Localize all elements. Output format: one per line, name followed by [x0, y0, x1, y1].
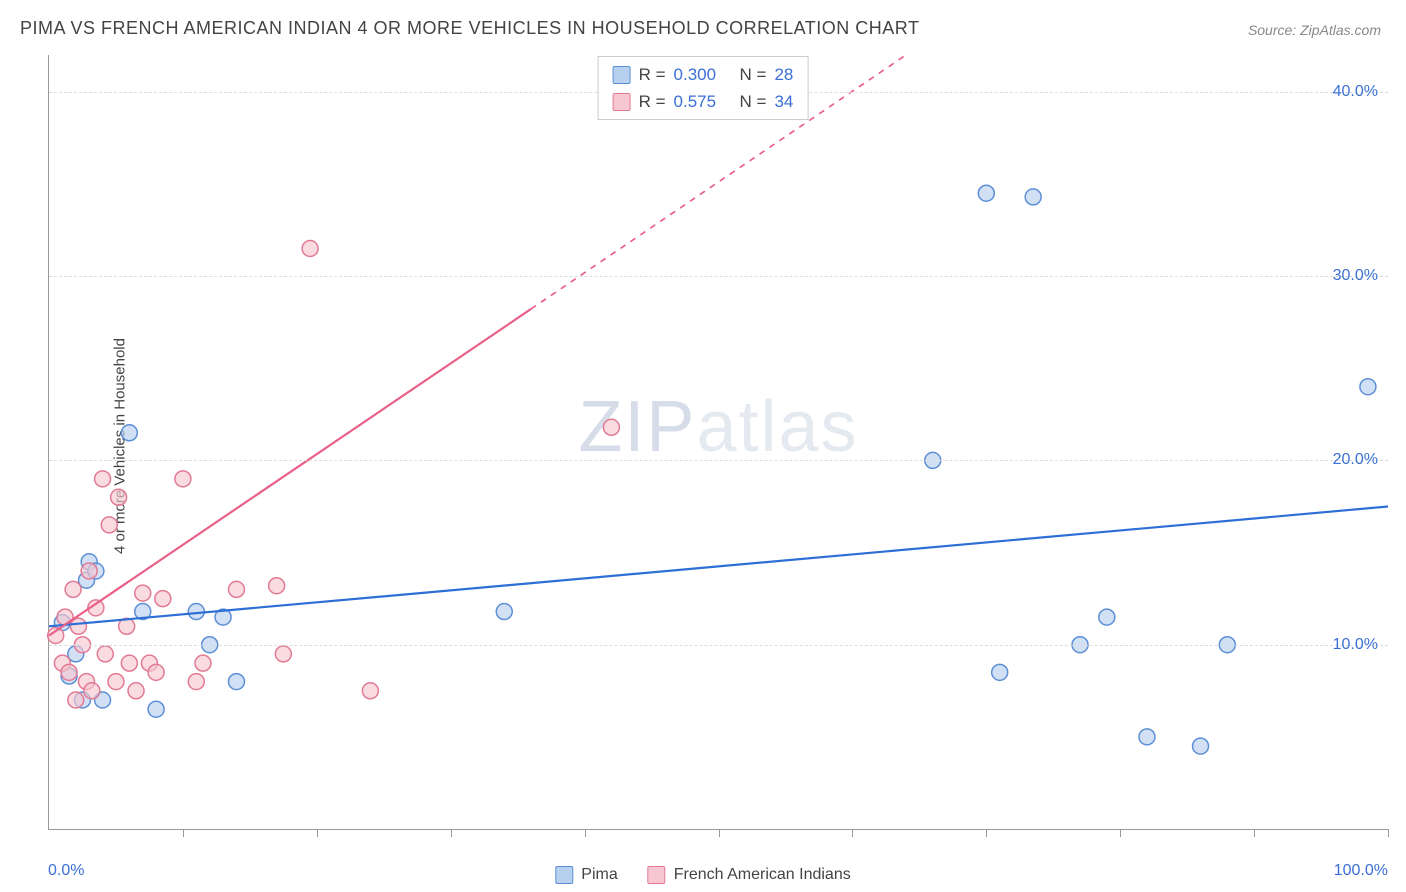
y-tick-label: 30.0%: [1333, 267, 1378, 285]
data-point: [65, 581, 81, 597]
data-point: [97, 646, 113, 662]
x-tick: [1254, 829, 1255, 837]
data-point: [95, 471, 111, 487]
data-point: [978, 185, 994, 201]
stats-n-value: 28: [774, 61, 793, 88]
data-point: [81, 563, 97, 579]
data-point: [84, 683, 100, 699]
stats-r-value: 0.300: [674, 61, 732, 88]
chart-title: PIMA VS FRENCH AMERICAN INDIAN 4 OR MORE…: [20, 18, 919, 39]
data-point: [1025, 189, 1041, 205]
stats-row: R = 0.300 N = 28: [613, 61, 794, 88]
stats-n-value: 34: [774, 88, 793, 115]
data-point: [1360, 379, 1376, 395]
legend-swatch: [648, 866, 666, 884]
stats-n-label: N =: [740, 61, 767, 88]
source-credit: Source: ZipAtlas.com: [1248, 22, 1381, 38]
data-point: [228, 581, 244, 597]
data-point: [68, 692, 84, 708]
gridline: [49, 460, 1388, 461]
data-point: [1193, 738, 1209, 754]
x-tick: [1388, 829, 1389, 837]
data-point: [1139, 729, 1155, 745]
data-point: [121, 425, 137, 441]
stats-r-label: R =: [639, 61, 666, 88]
y-tick-label: 20.0%: [1333, 451, 1378, 469]
data-point: [992, 664, 1008, 680]
data-point: [148, 701, 164, 717]
x-axis-max-label: 100.0%: [1334, 862, 1388, 880]
legend-swatch: [613, 66, 631, 84]
data-point: [108, 674, 124, 690]
legend-label: Pima: [581, 866, 617, 884]
data-point: [228, 674, 244, 690]
data-point: [188, 674, 204, 690]
stats-n-label: N =: [740, 88, 767, 115]
data-point: [101, 517, 117, 533]
x-tick: [719, 829, 720, 837]
trend-line: [49, 309, 531, 636]
x-tick: [1120, 829, 1121, 837]
data-point: [121, 655, 137, 671]
data-point: [362, 683, 378, 699]
data-point: [603, 419, 619, 435]
chart-svg: [49, 55, 1388, 829]
trend-line: [49, 507, 1388, 627]
data-point: [1099, 609, 1115, 625]
y-tick-label: 10.0%: [1333, 636, 1378, 654]
x-tick: [852, 829, 853, 837]
gridline: [49, 645, 1388, 646]
data-point: [269, 578, 285, 594]
data-point: [135, 585, 151, 601]
data-point: [155, 591, 171, 607]
data-point: [70, 618, 86, 634]
legend-swatch: [613, 93, 631, 111]
data-point: [148, 664, 164, 680]
x-tick: [986, 829, 987, 837]
gridline: [49, 276, 1388, 277]
x-axis-min-label: 0.0%: [48, 862, 84, 880]
legend-item: French American Indians: [648, 866, 851, 884]
x-tick: [451, 829, 452, 837]
bottom-legend: Pima French American Indians: [555, 866, 850, 884]
stats-r-value: 0.575: [674, 88, 732, 115]
data-point: [496, 604, 512, 620]
x-tick: [317, 829, 318, 837]
x-tick: [585, 829, 586, 837]
stats-box: R = 0.300 N = 28 R = 0.575 N = 34: [598, 56, 809, 120]
legend-swatch: [555, 866, 573, 884]
x-tick: [183, 829, 184, 837]
stats-r-label: R =: [639, 88, 666, 115]
legend-label: French American Indians: [674, 866, 851, 884]
data-point: [61, 664, 77, 680]
data-point: [128, 683, 144, 699]
stats-row: R = 0.575 N = 34: [613, 88, 794, 115]
data-point: [195, 655, 211, 671]
data-point: [302, 241, 318, 257]
data-point: [111, 489, 127, 505]
y-tick-label: 40.0%: [1333, 83, 1378, 101]
legend-item: Pima: [555, 866, 617, 884]
data-point: [275, 646, 291, 662]
data-point: [175, 471, 191, 487]
plot-area: ZIPatlas 10.0%20.0%30.0%40.0%: [48, 55, 1388, 830]
